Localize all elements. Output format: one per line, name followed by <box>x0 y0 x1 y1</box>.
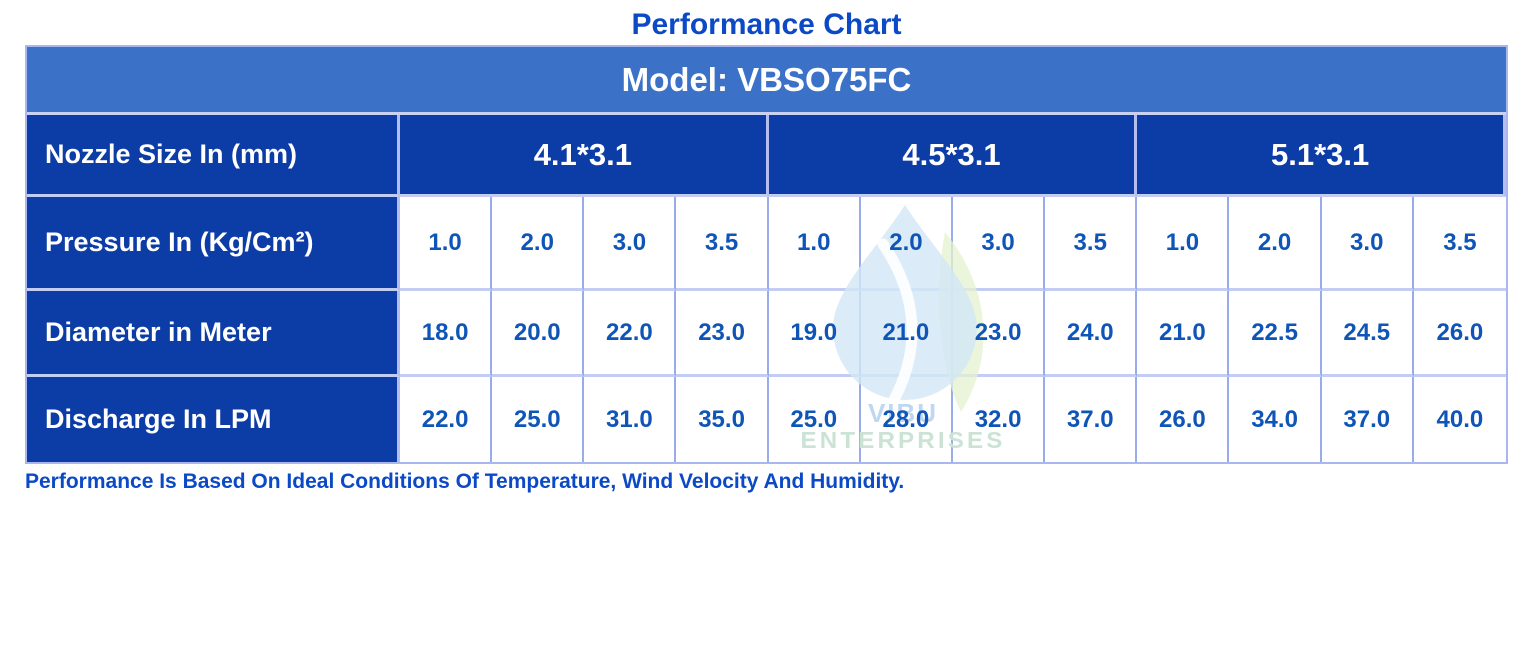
footer-note: Performance Is Based On Ideal Conditions… <box>25 470 905 493</box>
pressure-cell: 3.5 <box>1413 197 1506 291</box>
diameter-cell: 24.5 <box>1321 291 1414 377</box>
diameter-cell: 23.0 <box>952 291 1046 377</box>
pressure-cell: 3.5 <box>1045 197 1138 291</box>
discharge-cell: 37.0 <box>1045 377 1138 462</box>
diameter-cell: 23.0 <box>676 291 769 377</box>
diameter-cell: 24.0 <box>1045 291 1138 377</box>
row-label-nozzle-size: Nozzle Size In (mm) <box>27 115 400 197</box>
diameter-cell: 20.0 <box>492 291 585 377</box>
model-header: Model: VBSO75FC <box>27 47 1506 115</box>
diameter-cell: 26.0 <box>1413 291 1506 377</box>
discharge-cell: 35.0 <box>676 377 769 462</box>
discharge-cell: 34.0 <box>1229 377 1322 462</box>
discharge-cell: 31.0 <box>584 377 677 462</box>
nozzle-size-header-3: 5.1*3.1 <box>1137 115 1506 197</box>
nozzle-size-header-1: 4.1*3.1 <box>400 115 769 197</box>
discharge-cell: 26.0 <box>1137 377 1230 462</box>
discharge-cell: 22.0 <box>400 377 493 462</box>
pressure-cell: 2.0 <box>492 197 585 291</box>
row-label-discharge: Discharge In LPM <box>27 377 400 462</box>
row-label-diameter: Diameter in Meter <box>27 291 400 377</box>
page-title: Performance Chart <box>631 8 902 41</box>
pressure-cell: 2.0 <box>860 197 953 291</box>
pressure-cell: 3.0 <box>584 197 677 291</box>
pressure-cell: 2.0 <box>1229 197 1322 291</box>
pressure-cell: 3.0 <box>1321 197 1414 291</box>
pressure-cell: 1.0 <box>1137 197 1230 291</box>
discharge-cell: 28.0 <box>860 377 953 462</box>
diameter-cell: 22.0 <box>584 291 677 377</box>
discharge-cell: 25.0 <box>768 377 861 462</box>
diameter-cell: 21.0 <box>1137 291 1230 377</box>
diameter-cell: 18.0 <box>400 291 493 377</box>
pressure-cell: 3.0 <box>952 197 1046 291</box>
performance-table: Model: VBSO75FC Nozzle Size In (mm) 4.1*… <box>25 45 1508 464</box>
row-label-pressure: Pressure In (Kg/Cm²) <box>27 197 400 291</box>
diameter-cell: 22.5 <box>1229 291 1322 377</box>
discharge-cell: 37.0 <box>1321 377 1414 462</box>
diameter-cell: 21.0 <box>860 291 953 377</box>
pressure-cell: 3.5 <box>676 197 769 291</box>
discharge-cell: 40.0 <box>1413 377 1506 462</box>
diameter-cell: 19.0 <box>768 291 861 377</box>
discharge-cell: 25.0 <box>492 377 585 462</box>
nozzle-size-header-2: 4.5*3.1 <box>768 115 1138 197</box>
discharge-cell: 32.0 <box>952 377 1046 462</box>
pressure-cell: 1.0 <box>400 197 493 291</box>
pressure-cell: 1.0 <box>768 197 861 291</box>
